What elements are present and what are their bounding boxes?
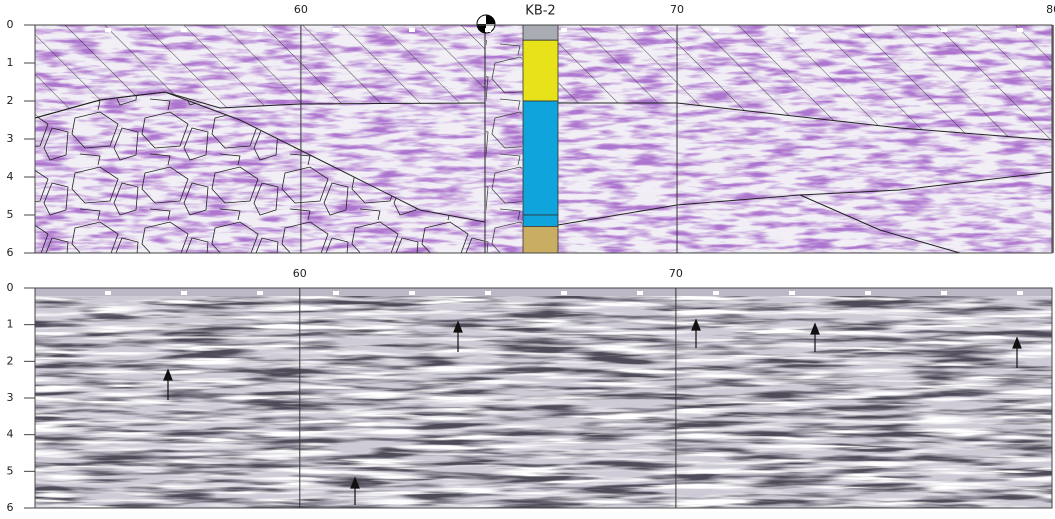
survey-marker xyxy=(941,28,947,32)
y-tick-label: 6 xyxy=(7,246,14,259)
survey-marker xyxy=(257,291,263,295)
x-tick-label: 60 xyxy=(293,267,307,280)
survey-marker xyxy=(181,28,187,32)
y-tick-label: 1 xyxy=(7,56,14,69)
borehole: KB-2 xyxy=(522,4,559,254)
cobble-fill xyxy=(486,40,522,253)
survey-marker xyxy=(333,291,339,295)
survey-marker xyxy=(257,28,263,32)
surface-band xyxy=(35,288,1052,296)
survey-marker xyxy=(333,28,339,32)
survey-marker xyxy=(789,28,795,32)
borehole-layer xyxy=(522,24,559,41)
borehole-layer xyxy=(522,39,559,102)
survey-marker xyxy=(789,291,795,295)
x-tick-label: 60 xyxy=(294,3,308,16)
survey-marker xyxy=(637,291,643,295)
borehole-label: KB-2 xyxy=(525,4,555,19)
survey-marker xyxy=(713,291,719,295)
survey-marker xyxy=(485,28,491,32)
y-tick-label: 4 xyxy=(7,428,14,441)
y-tick-label: 5 xyxy=(7,464,14,477)
survey-marker xyxy=(409,28,415,32)
survey-marker xyxy=(865,28,871,32)
survey-marker xyxy=(941,291,947,295)
survey-marker xyxy=(409,291,415,295)
x-tick-label: 70 xyxy=(669,267,683,280)
survey-marker xyxy=(181,291,187,295)
x-tick-label: 80 xyxy=(1046,3,1055,16)
borehole-layer xyxy=(522,214,559,227)
survey-marker xyxy=(865,291,871,295)
layer-boundaries xyxy=(34,25,1053,254)
survey-marker xyxy=(485,291,491,295)
survey-marker xyxy=(713,28,719,32)
y-tick-label: 2 xyxy=(7,94,14,107)
survey-marker xyxy=(637,28,643,32)
survey-marker xyxy=(561,291,567,295)
survey-marker xyxy=(1017,291,1023,295)
survey-marker xyxy=(561,28,567,32)
top-radargram: KB-2 xyxy=(34,4,1053,254)
radar-texture xyxy=(35,288,1052,508)
borehole-layer xyxy=(522,225,559,254)
y-tick-label: 0 xyxy=(7,281,14,294)
x-tick-label: 70 xyxy=(670,3,684,16)
y-tick-label: 5 xyxy=(7,208,14,221)
survey-marker xyxy=(105,291,111,295)
borehole-layer xyxy=(522,100,559,216)
y-tick-label: 3 xyxy=(7,391,14,404)
arrows xyxy=(163,318,1022,505)
y-tick-label: 3 xyxy=(7,132,14,145)
y-tick-label: 2 xyxy=(7,354,14,367)
survey-marker xyxy=(1017,28,1023,32)
bottom-radargram xyxy=(35,288,1052,508)
y-tick-label: 6 xyxy=(7,501,14,514)
y-tick-label: 1 xyxy=(7,318,14,331)
y-tick-label: 4 xyxy=(7,170,14,183)
y-tick-label: 0 xyxy=(7,18,14,31)
borehole-marker xyxy=(477,15,495,33)
survey-marker xyxy=(105,28,111,32)
